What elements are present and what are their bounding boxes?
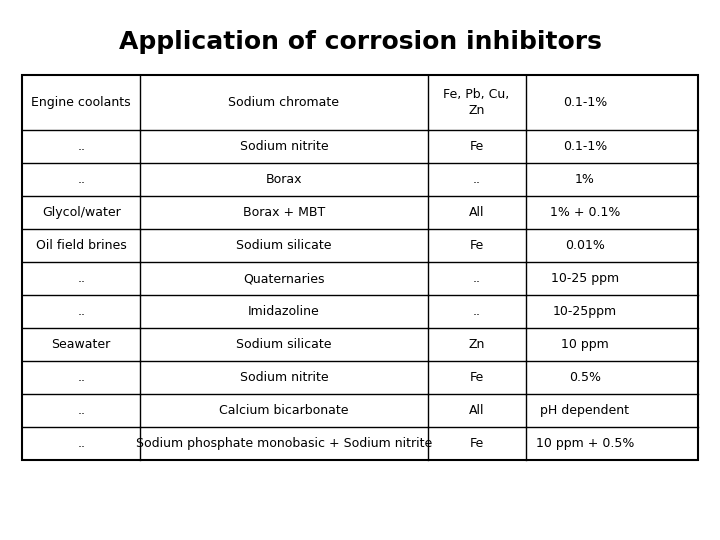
Text: Sodium nitrite: Sodium nitrite: [240, 371, 328, 384]
Text: ..: ..: [472, 272, 481, 285]
Text: Calcium bicarbonate: Calcium bicarbonate: [219, 404, 348, 417]
Text: 10 ppm + 0.5%: 10 ppm + 0.5%: [536, 437, 634, 450]
Text: Fe, Pb, Cu,
Zn: Fe, Pb, Cu, Zn: [444, 88, 510, 117]
Text: ..: ..: [472, 173, 481, 186]
Text: 0.5%: 0.5%: [569, 371, 600, 384]
Text: ..: ..: [77, 404, 85, 417]
Text: 1% + 0.1%: 1% + 0.1%: [549, 206, 620, 219]
Text: 0.01%: 0.01%: [564, 239, 605, 252]
Text: Application of corrosion inhibitors: Application of corrosion inhibitors: [119, 30, 601, 54]
Text: pH dependent: pH dependent: [540, 404, 629, 417]
Text: ..: ..: [472, 305, 481, 318]
Text: Seawater: Seawater: [52, 338, 111, 351]
Text: Sodium chromate: Sodium chromate: [228, 96, 339, 109]
Text: Sodium silicate: Sodium silicate: [236, 239, 332, 252]
Text: All: All: [469, 404, 485, 417]
Text: Oil field brines: Oil field brines: [36, 239, 127, 252]
Text: ..: ..: [77, 173, 85, 186]
Text: ..: ..: [77, 437, 85, 450]
Text: ..: ..: [77, 371, 85, 384]
Text: Fe: Fe: [469, 371, 484, 384]
Text: Borax: Borax: [266, 173, 302, 186]
Text: 10-25ppm: 10-25ppm: [553, 305, 617, 318]
Text: Sodium phosphate monobasic + Sodium nitrite: Sodium phosphate monobasic + Sodium nitr…: [136, 437, 432, 450]
Text: Fe: Fe: [469, 239, 484, 252]
Text: Fe: Fe: [469, 437, 484, 450]
Text: 0.1-1%: 0.1-1%: [562, 96, 607, 109]
Text: Borax + MBT: Borax + MBT: [243, 206, 325, 219]
Text: Sodium nitrite: Sodium nitrite: [240, 140, 328, 153]
Text: ..: ..: [77, 305, 85, 318]
Text: Zn: Zn: [469, 338, 485, 351]
Bar: [22, 75, 698, 460]
Text: ..: ..: [77, 140, 85, 153]
Text: 0.1-1%: 0.1-1%: [562, 140, 607, 153]
Text: Glycol/water: Glycol/water: [42, 206, 120, 219]
Text: Fe: Fe: [469, 140, 484, 153]
Text: 1%: 1%: [575, 173, 595, 186]
Text: All: All: [469, 206, 485, 219]
Text: 10 ppm: 10 ppm: [561, 338, 608, 351]
Text: 10-25 ppm: 10-25 ppm: [551, 272, 618, 285]
Text: Engine coolants: Engine coolants: [32, 96, 131, 109]
Text: Imidazoline: Imidazoline: [248, 305, 320, 318]
Text: Sodium silicate: Sodium silicate: [236, 338, 332, 351]
Text: ..: ..: [77, 272, 85, 285]
Text: Quaternaries: Quaternaries: [243, 272, 325, 285]
